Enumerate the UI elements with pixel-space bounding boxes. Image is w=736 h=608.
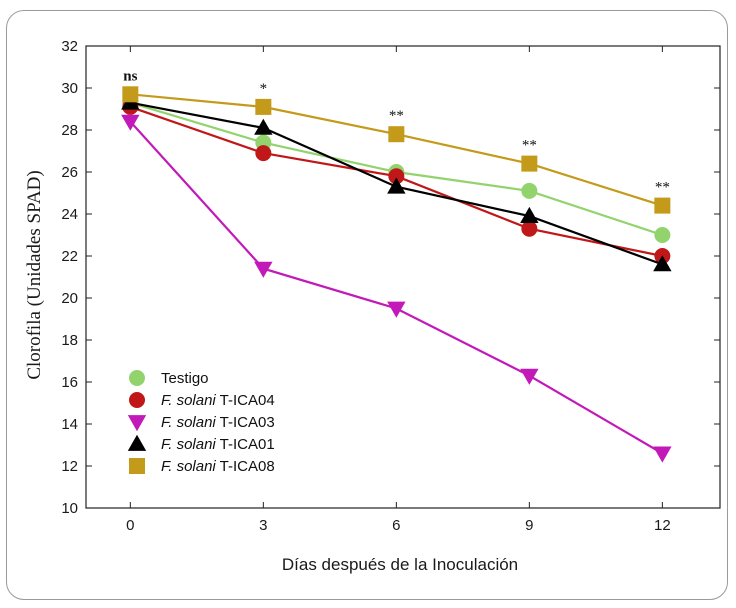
- x-tick-label: 0: [126, 517, 134, 534]
- y-tick-label: 20: [61, 290, 78, 307]
- series-4: [122, 86, 671, 214]
- significance-label: ns: [123, 68, 137, 84]
- data-point: [654, 197, 671, 214]
- data-point: [653, 446, 672, 463]
- data-point: [254, 118, 273, 135]
- y-axis-title: Clorofila (Unidades SPAD): [24, 170, 45, 379]
- data-point: [387, 301, 406, 318]
- data-point: [520, 206, 539, 223]
- data-point: [654, 227, 671, 243]
- y-tick-label: 16: [61, 374, 78, 391]
- plot-area: [85, 45, 721, 509]
- legend-marker: [127, 415, 147, 432]
- data-point: [521, 182, 538, 199]
- data-point: [388, 126, 405, 143]
- legend-item: F. solani T-ICA04: [129, 392, 275, 409]
- y-tick-label: 10: [61, 500, 78, 517]
- x-tick-label: 6: [392, 517, 400, 534]
- y-tick-label: 26: [61, 164, 78, 181]
- data-point: [521, 155, 538, 172]
- series-2: [121, 114, 672, 463]
- data-point: [387, 177, 406, 194]
- series-layer: [121, 86, 672, 463]
- data-point: [254, 261, 273, 278]
- significance-layer: ns*******: [123, 68, 670, 195]
- legend-item: F. solani T-ICA08: [129, 458, 275, 475]
- legend-label: Testigo: [161, 370, 209, 387]
- x-axis-title: Días después de la Inoculación: [282, 555, 518, 574]
- legend-label: F. solani T-ICA01: [161, 436, 275, 453]
- axes: [85, 45, 721, 509]
- y-tick-label: 12: [61, 458, 78, 475]
- significance-label: **: [389, 108, 404, 124]
- significance-label: *: [260, 81, 268, 97]
- data-point: [520, 368, 539, 385]
- legend-label: F. solani T-ICA08: [161, 458, 275, 475]
- y-tick-label: 24: [61, 206, 78, 223]
- x-tick-label: 12: [654, 517, 671, 534]
- data-point: [255, 98, 272, 115]
- data-point: [388, 168, 405, 185]
- y-tick-label: 32: [61, 38, 78, 55]
- data-point: [521, 220, 538, 237]
- legend-item: F. solani T-ICA01: [127, 434, 275, 453]
- data-point: [122, 86, 139, 103]
- legend: Testigo F. solani T-ICA04 F. solani T-ICA0…: [127, 370, 275, 475]
- x-tick-label: 3: [259, 517, 267, 534]
- y-tick-label: 22: [61, 248, 78, 265]
- legend-item: F. solani T-ICA03: [127, 414, 275, 432]
- y-tick-label: 28: [61, 122, 78, 139]
- data-point: [121, 114, 140, 131]
- x-tick-label: 9: [525, 517, 533, 534]
- legend-label: F. solani T-ICA03: [161, 414, 275, 431]
- significance-label: **: [522, 138, 537, 154]
- legend-marker: [129, 458, 145, 474]
- legend-item: Testigo: [129, 370, 209, 387]
- y-tick-label: 18: [61, 332, 78, 349]
- legend-marker: [129, 370, 145, 386]
- significance-label: **: [655, 180, 670, 196]
- y-tick-label: 30: [61, 80, 78, 97]
- y-tick-label: 14: [61, 416, 78, 433]
- legend-label: F. solani T-ICA04: [161, 392, 275, 409]
- tick-labels: 10 12 14 16 18 20 22 24 26 28 30 32 0 3 6 9 12: [61, 38, 670, 534]
- data-point: [653, 255, 672, 272]
- legend-marker: [127, 434, 147, 451]
- legend-marker: [129, 392, 145, 408]
- data-point: [255, 145, 272, 162]
